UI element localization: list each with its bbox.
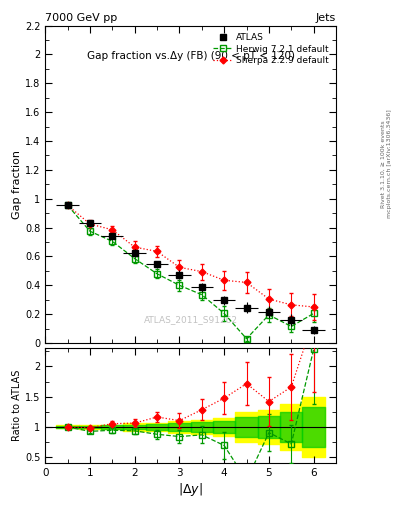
- Y-axis label: Gap fraction: Gap fraction: [12, 150, 22, 219]
- Text: mcplots.cern.ch [arXiv:1306.3436]: mcplots.cern.ch [arXiv:1306.3436]: [387, 110, 391, 218]
- Text: 7000 GeV pp: 7000 GeV pp: [45, 13, 118, 23]
- X-axis label: $|\Delta y|$: $|\Delta y|$: [178, 481, 203, 498]
- Text: Jets: Jets: [316, 13, 336, 23]
- Legend: ATLAS, Herwig 7.2.1 default, Sherpa 2.2.9 default: ATLAS, Herwig 7.2.1 default, Sherpa 2.2.…: [210, 30, 332, 68]
- Text: Gap fraction vs.Δy (FB) (90 < pT < 120): Gap fraction vs.Δy (FB) (90 < pT < 120): [86, 51, 295, 61]
- Text: Rivet 3.1.10, ≥ 100k events: Rivet 3.1.10, ≥ 100k events: [381, 120, 386, 208]
- Y-axis label: Ratio to ATLAS: Ratio to ATLAS: [12, 370, 22, 441]
- Text: ATLAS_2011_S91262: ATLAS_2011_S91262: [143, 315, 238, 324]
